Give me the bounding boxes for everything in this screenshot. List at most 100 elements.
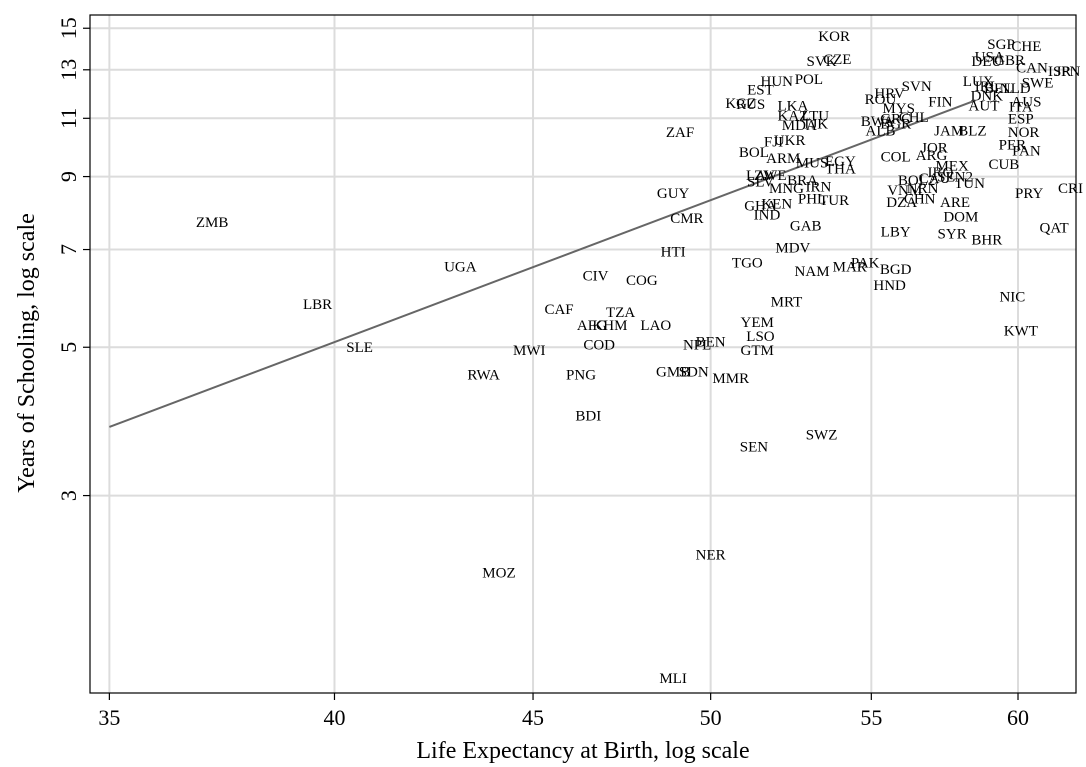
point-label: IRN: [805, 179, 831, 195]
x-tick-label: 55: [860, 705, 882, 730]
point-label: CHE: [1011, 39, 1041, 55]
point-label: MWI: [513, 343, 546, 359]
point-label: MNG: [769, 181, 804, 197]
fit-line: [109, 99, 976, 428]
point-label: EST: [747, 82, 774, 98]
point-label: THA: [825, 162, 856, 178]
point-label: RUS: [736, 97, 765, 113]
point-label: IRQ: [927, 165, 953, 181]
point-label: CZE: [823, 52, 851, 68]
point-label: TJK: [802, 117, 828, 133]
y-tick-label: 3: [56, 490, 81, 501]
point-label: DOM: [943, 209, 978, 225]
point-label: GHA: [744, 198, 777, 214]
plot-frame: [89, 14, 1077, 694]
point-label: BEL: [984, 81, 1012, 97]
point-label: KAZ: [777, 109, 808, 125]
point-label: TUN: [954, 176, 985, 192]
point-label: FIN: [928, 95, 952, 111]
point-label: CAU: [919, 171, 951, 187]
point-label: BOL2: [898, 173, 936, 189]
point-label: SGP: [987, 37, 1015, 53]
point-label: LUX: [963, 74, 994, 90]
point-label: CHN: [904, 191, 936, 207]
point-label: ITA: [1009, 100, 1033, 116]
point-label: PNG: [566, 368, 596, 384]
point-label: JPN: [1055, 64, 1080, 80]
point-label: RWA: [467, 368, 500, 384]
point-label: PHL: [798, 191, 826, 207]
point-label: LKA: [777, 98, 808, 114]
y-tick-label: 11: [56, 108, 81, 129]
point-label: POL: [795, 72, 823, 88]
point-label: IRL: [975, 79, 999, 95]
point-label: USA: [975, 50, 1005, 66]
point-label: GRC: [880, 111, 911, 127]
point-label: TZA: [606, 305, 635, 321]
point-label: YEM: [741, 315, 774, 331]
point-label: SVK: [807, 54, 837, 70]
point-label: TGO: [732, 255, 763, 271]
point-label: CAN: [1016, 61, 1048, 77]
point-label: MMR: [712, 371, 749, 387]
point-label: BGD: [880, 262, 912, 278]
point-label: BLZ: [958, 123, 986, 139]
point-label: ISR: [1048, 64, 1071, 80]
point-label: ARG: [916, 148, 948, 164]
y-tick-label: 13: [56, 59, 81, 81]
point-label: JAM: [934, 123, 964, 139]
point-label: BEN: [696, 334, 726, 350]
point-label: SLV: [747, 174, 774, 190]
point-label: LTU: [801, 109, 829, 125]
x-tick-label: 45: [522, 705, 544, 730]
point-label: BWA: [861, 114, 895, 130]
point-label: LBR: [303, 297, 332, 313]
point-label: SDN: [679, 364, 709, 380]
fit-line-layer: [109, 99, 976, 428]
point-label: BRA: [787, 173, 818, 189]
point-label: UGA: [444, 260, 477, 276]
point-label: MEX: [935, 158, 969, 174]
point-label: NOR: [1008, 125, 1040, 141]
point-label: MLI: [659, 671, 687, 687]
point-label: PER: [999, 138, 1027, 154]
point-label: SEN2: [937, 170, 973, 186]
point-label: QAT: [1040, 221, 1069, 237]
y-tick-label: 7: [56, 244, 81, 255]
point-label: MAR: [833, 260, 867, 276]
point-label: HTI: [661, 245, 686, 261]
point-label: KGZ: [725, 96, 756, 112]
grid-lines: [90, 15, 1076, 693]
point-label: GAB: [790, 219, 822, 235]
point-label: DNK: [971, 88, 1004, 104]
point-label: COG: [626, 273, 658, 289]
point-label: CUB: [988, 157, 1019, 173]
point-label: ZAF: [666, 125, 694, 141]
point-label: LAO: [640, 318, 671, 334]
point-label: IND: [754, 207, 781, 223]
point-label: FJI: [764, 135, 783, 151]
point-label: SWZ: [806, 428, 838, 444]
y-tick-label: 5: [56, 342, 81, 353]
point-label: MRT: [771, 295, 803, 311]
point-label: MDA: [782, 118, 817, 134]
point-label: HND: [873, 278, 906, 294]
point-label: GMB: [656, 364, 690, 380]
point-label: ARM: [766, 151, 800, 167]
point-label: HUN: [761, 74, 794, 90]
point-label: ALB: [865, 123, 895, 139]
point-label: ARE: [940, 195, 970, 211]
point-label: MYS: [882, 101, 915, 117]
point-label: TUR: [819, 193, 849, 209]
point-label: CMR: [670, 211, 703, 227]
point-label: HRV: [874, 86, 905, 102]
point-label: ROU: [865, 92, 897, 108]
point-label: SLE: [346, 340, 373, 356]
point-label: SEN: [740, 440, 769, 456]
point-label: KOR: [818, 29, 850, 45]
point-label: GUY: [657, 186, 690, 202]
point-label: SVN: [902, 79, 932, 95]
y-tick-label: 15: [56, 17, 81, 39]
point-label: NAM: [795, 264, 830, 280]
